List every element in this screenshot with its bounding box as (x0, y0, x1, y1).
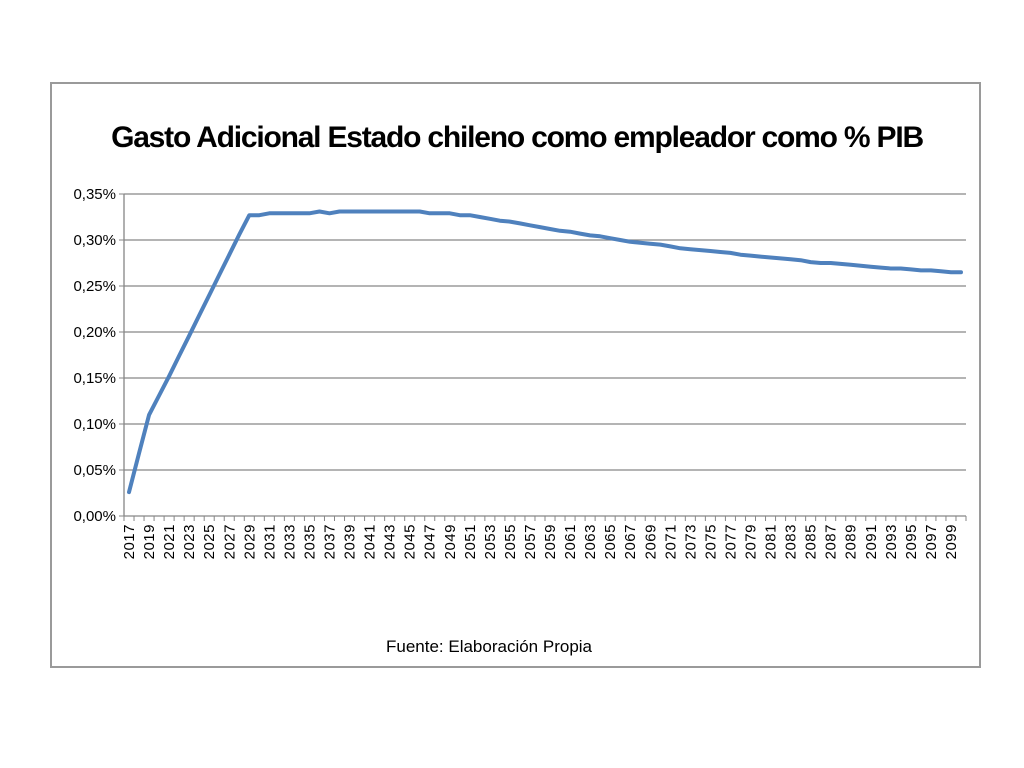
y-tick-label: 0,35% (73, 186, 116, 203)
x-tick-label: 2061 (562, 524, 579, 559)
x-tick-label: 2059 (542, 524, 559, 559)
x-tick-label: 2079 (742, 524, 759, 559)
x-tick-label: 2083 (783, 524, 800, 559)
x-tick-label: 2073 (682, 524, 699, 559)
x-tick-label: 2093 (883, 524, 900, 559)
y-tick-label: 0,05% (73, 462, 116, 479)
x-tick-label: 2023 (181, 524, 198, 559)
x-tick-label: 2031 (261, 524, 278, 559)
x-tick-label: 2047 (422, 524, 439, 559)
x-tick-label: 2067 (622, 524, 639, 559)
chart-title: Gasto Adicional Estado chileno como empl… (111, 121, 923, 154)
x-tick-label: 2069 (642, 524, 659, 559)
x-tick-label: 2039 (342, 524, 359, 559)
x-tick-label: 2041 (362, 524, 379, 559)
y-tick-label: 0,10% (73, 416, 116, 433)
x-tick-label: 2075 (702, 524, 719, 559)
x-tick-label: 2029 (241, 524, 258, 559)
x-tick-label: 2081 (763, 524, 780, 559)
series-line (127, 209, 963, 495)
x-tick-label: 2085 (803, 524, 820, 559)
x-tick-label: 2053 (482, 524, 499, 559)
x-tick-label: 2033 (281, 524, 298, 559)
gridlines (124, 193, 966, 471)
tick-labels: 0,00% 0,05% 0,10% 0,15% 0,20% 0,25% 0,30% 0,35%… (73, 186, 960, 559)
x-tick-label: 2037 (321, 524, 338, 559)
x-tick-label: 2063 (582, 524, 599, 559)
x-tick-label: 2087 (823, 524, 840, 559)
x-tick-label: 2049 (442, 524, 459, 559)
x-tick-label: 2051 (462, 524, 479, 559)
y-tick-label: 0,15% (73, 370, 116, 387)
x-tick-label: 2065 (602, 524, 619, 559)
y-tick-label: 0,30% (73, 232, 116, 249)
axes (119, 193, 967, 521)
x-tick-label: 2057 (522, 524, 539, 559)
x-tick-label: 2071 (662, 524, 679, 559)
x-tick-label: 2019 (141, 524, 158, 559)
x-tick-label: 2099 (943, 524, 960, 559)
y-tick-label: 0,25% (73, 278, 116, 295)
x-tick-label: 2025 (201, 524, 218, 559)
x-tick-label: 2089 (843, 524, 860, 559)
x-tick-label: 2035 (301, 524, 318, 559)
line-chart: Gasto Adicional Estado chileno como empl… (73, 121, 967, 656)
x-tick-label: 2097 (923, 524, 940, 559)
x-tick-label: 2055 (502, 524, 519, 559)
series-layer (127, 209, 963, 495)
chart-frame: Gasto Adicional Estado chileno como empl… (50, 82, 981, 668)
y-tick-label: 0,00% (73, 508, 116, 525)
x-tick-label: 2077 (722, 524, 739, 559)
x-tick-label: 2027 (221, 524, 238, 559)
x-tick-label: 2045 (402, 524, 419, 559)
x-tick-label: 2095 (903, 524, 920, 559)
x-tick-label: 2091 (863, 524, 880, 559)
y-tick-label: 0,20% (73, 324, 116, 341)
x-tick-label: 2021 (161, 524, 178, 559)
x-tick-label: 2043 (382, 524, 399, 559)
x-tick-label: 2017 (121, 524, 138, 559)
source-note: Fuente: Elaboración Propia (386, 637, 593, 656)
